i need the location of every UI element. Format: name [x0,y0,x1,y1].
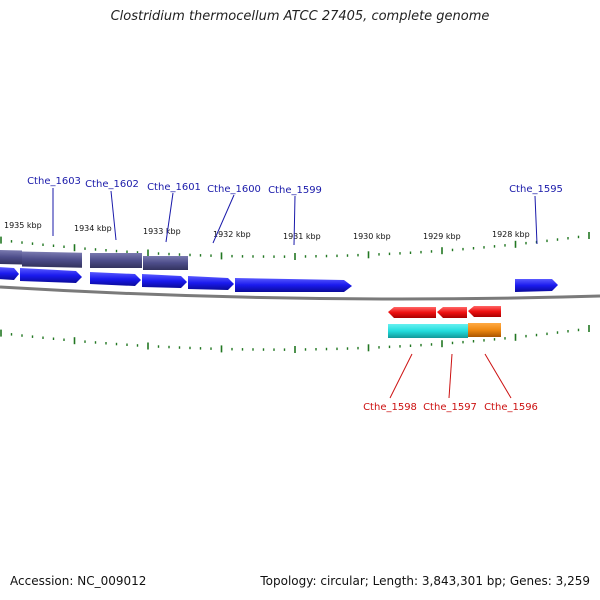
gene-label-cthe-1598[interactable]: Cthe_1598 [363,402,417,413]
genome-backbone [0,285,600,301]
gene-label-cthe-1595[interactable]: Cthe_1595 [509,184,563,195]
reverse-leaders [389,353,512,399]
leader-line [389,353,413,399]
reverse-features [388,323,501,338]
forward-gene-arrow[interactable] [20,268,82,283]
forward-features [0,249,188,270]
leader-line [110,190,117,241]
feature-bar[interactable] [143,256,188,270]
gene-label-cthe-1601[interactable]: Cthe_1601 [147,182,201,193]
ruler-label: 1933 kbp [143,227,181,236]
reverse-genes [388,306,501,318]
genome-summary-text: Topology: circular; Length: 3,843,301 bp… [260,574,590,588]
upper-ruler-ticks [0,232,590,260]
feature-bar[interactable] [90,253,142,268]
gene-label-cthe-1602[interactable]: Cthe_1602 [85,179,139,190]
ruler-label: 1935 kbp [4,221,42,230]
ruler-label: 1932 kbp [213,230,251,239]
leader-line [534,195,538,245]
forward-genes [0,267,558,292]
forward-gene-arrow[interactable] [142,274,187,288]
ruler-label: 1931 kbp [283,232,321,241]
gene-label-cthe-1599[interactable]: Cthe_1599 [268,185,322,196]
cyan-feature-bar[interactable] [388,324,468,338]
gene-label-cthe-1597[interactable]: Cthe_1597 [423,402,477,413]
feature-bar[interactable] [22,251,82,268]
orange-feature-bar[interactable] [468,323,501,337]
ruler-label: 1929 kbp [423,232,461,241]
ruler-label: 1928 kbp [492,230,530,239]
leader-line [293,195,296,246]
reverse-gene-arrow[interactable] [468,306,501,317]
leader-line [484,353,512,399]
forward-gene-arrow[interactable] [515,279,558,292]
forward-leaders [52,188,538,246]
forward-gene-arrow[interactable] [90,272,141,286]
map-title: Clostridium thermocellum ATCC 27405, com… [110,9,490,24]
forward-gene-arrow[interactable] [188,276,234,290]
feature-bar[interactable] [0,249,22,265]
lower-ruler-ticks [0,325,590,353]
leader-line [212,194,235,244]
gene-label-cthe-1596[interactable]: Cthe_1596 [484,402,538,413]
forward-gene-arrow[interactable] [0,267,19,280]
leader-line [448,353,453,399]
ruler-label: 1934 kbp [74,224,112,233]
accession-text: Accession: NC_009012 [10,574,147,588]
gene-label-cthe-1603[interactable]: Cthe_1603 [27,176,81,187]
gene-label-cthe-1600[interactable]: Cthe_1600 [207,184,261,195]
reverse-gene-arrow[interactable] [388,307,436,318]
ruler-label: 1930 kbp [353,232,391,241]
forward-gene-arrow[interactable] [235,278,352,292]
reverse-gene-arrow[interactable] [437,307,467,318]
leader-line [165,192,174,243]
